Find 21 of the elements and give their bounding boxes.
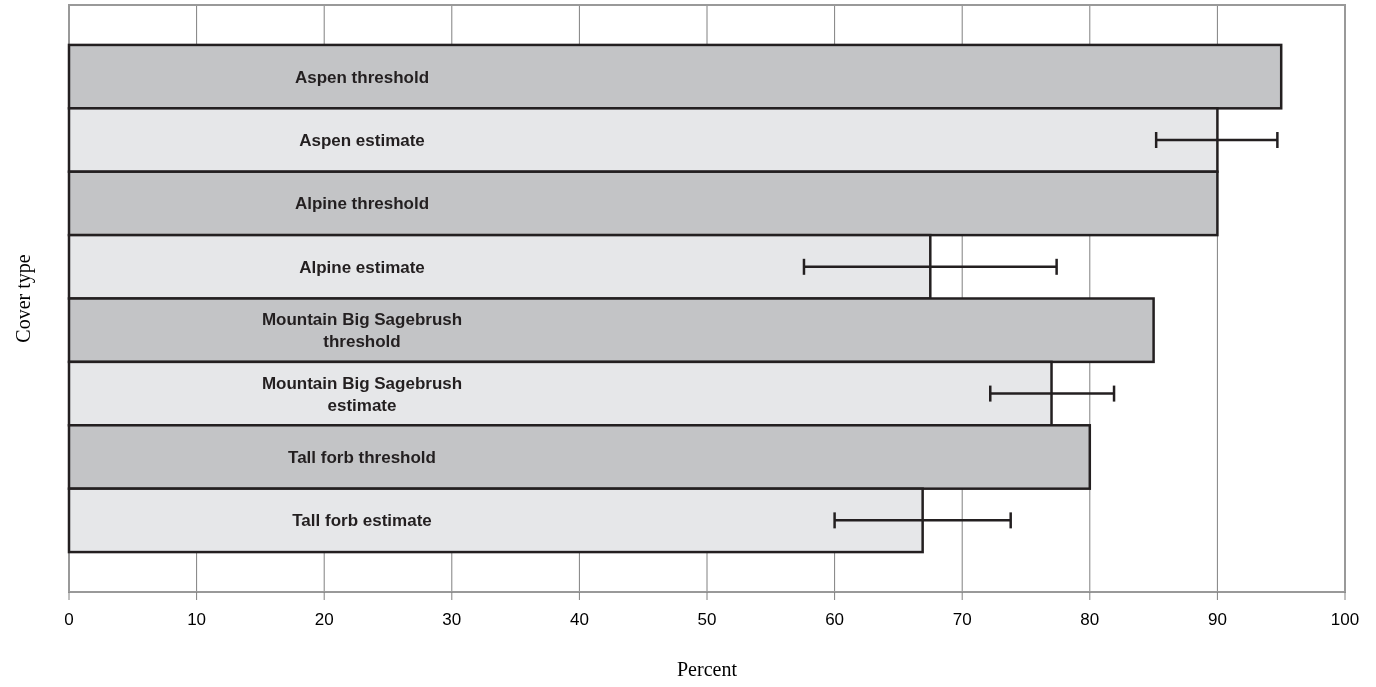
y-tick-label: Aspen estimate: [299, 130, 425, 150]
y-axis-title: Cover type: [12, 254, 35, 343]
x-tick-label: 20: [314, 610, 334, 629]
x-tick-label: 100: [1330, 610, 1360, 629]
y-tick-label: Aspen threshold: [294, 67, 430, 87]
x-tick-label: 60: [825, 610, 845, 629]
x-tick-label: 50: [697, 610, 717, 629]
y-tick-label: Tall forb threshold: [288, 447, 436, 467]
x-tick-label: 10: [187, 610, 207, 629]
y-tick-label: Tall forb estimate: [292, 510, 432, 530]
x-tick-label: 90: [1207, 610, 1227, 629]
y-tick-label: Alpine estimate: [299, 257, 425, 277]
y-tick-label: Mountain Big Sagebrush estimate: [261, 373, 463, 415]
x-tick-label: 0: [64, 610, 74, 629]
x-tick-label: 30: [442, 610, 462, 629]
y-tick-label: Mountain Big Sagebrush threshold: [261, 309, 463, 351]
y-tick-label: Alpine threshold: [294, 193, 430, 213]
x-tick-label: 80: [1080, 610, 1100, 629]
x-tick-label: 40: [569, 610, 589, 629]
x-tick-label: 70: [952, 610, 972, 629]
x-axis-title: Percent: [677, 658, 738, 680]
